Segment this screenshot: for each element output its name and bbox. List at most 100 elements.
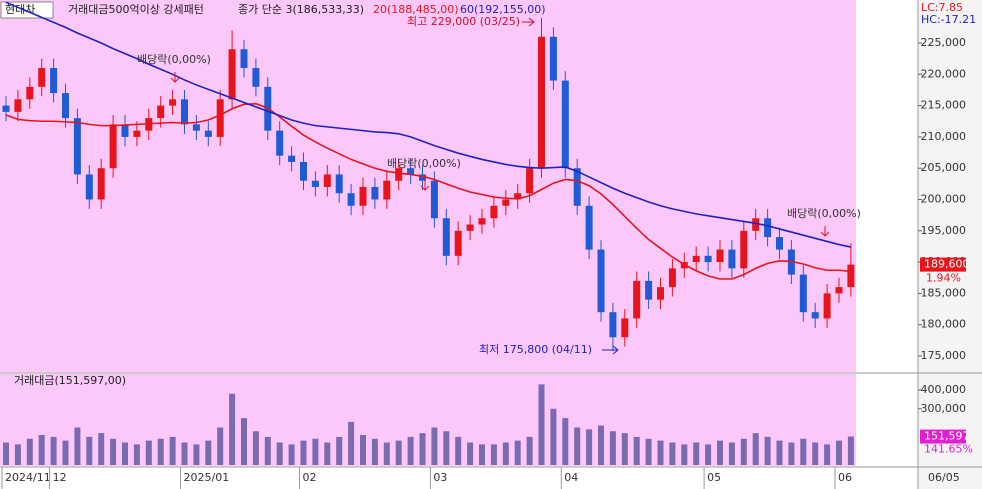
lc-label: LC:7.85	[921, 1, 963, 14]
volume-bar	[693, 442, 700, 465]
candle-body	[323, 174, 331, 187]
candle-body	[823, 293, 831, 319]
y-tick-label: 195,000	[921, 224, 967, 237]
volume-bar	[752, 433, 759, 465]
candle-body	[799, 274, 807, 313]
candle-body	[609, 312, 617, 338]
volume-bar	[98, 433, 105, 465]
change-label: 1.94%	[926, 272, 961, 285]
x-tick-label: 2024/11	[5, 471, 51, 484]
arrow	[820, 226, 830, 237]
candle-body	[549, 36, 557, 81]
candle-body	[204, 130, 212, 137]
legend-ma20: 20(188,485,00)	[373, 3, 459, 16]
arrow	[522, 17, 535, 27]
volume-title: 거래대금(151,597,00)	[14, 374, 126, 387]
price-label: 189,600	[924, 258, 970, 271]
volume-bar	[169, 436, 176, 465]
candle-body	[73, 118, 81, 175]
volume-bar	[431, 427, 438, 465]
volume-bar	[217, 427, 224, 465]
volume-bar	[443, 431, 450, 465]
candle-body	[466, 224, 474, 231]
candle-body	[811, 312, 819, 319]
candle-body	[573, 168, 581, 206]
candle-body	[371, 186, 379, 200]
annotation: 배당락(0,00%)	[787, 207, 861, 220]
candle-body	[192, 124, 200, 131]
volume-bar	[502, 442, 509, 465]
candle-body	[311, 180, 319, 187]
end-date: 06/05	[928, 471, 960, 484]
volume-bar	[824, 444, 831, 465]
candle-body	[383, 180, 391, 200]
candle-body	[692, 255, 700, 263]
volume-bar	[324, 442, 331, 465]
candle-body	[240, 49, 248, 69]
annotation: 배당락(0,00%)	[137, 53, 211, 66]
volume-bar	[336, 436, 343, 465]
annotation: 최고 229,000 (03/25)	[407, 15, 520, 28]
volume-bar	[633, 436, 640, 465]
volume-bar	[717, 440, 723, 465]
x-tick-label: 02	[303, 471, 317, 484]
candle-body	[835, 287, 843, 294]
symbol: 현대차	[5, 3, 35, 16]
y-tick-label: 220,000	[921, 67, 967, 80]
candle-body	[85, 174, 93, 200]
candle-body	[407, 168, 415, 175]
volume-bar	[657, 440, 664, 465]
volume-bar	[836, 440, 842, 465]
annotation: 배당락(0,00%)	[387, 157, 461, 170]
volume-bar	[371, 438, 378, 465]
candle-body	[752, 218, 760, 231]
plot	[2, 1, 855, 351]
volume-bar	[407, 436, 414, 465]
arrow	[602, 345, 619, 355]
right-axis	[918, 0, 982, 489]
volume-bar	[300, 440, 307, 465]
x-tick-label: 03	[433, 471, 447, 484]
volume-box	[920, 429, 966, 444]
volume-panel	[0, 374, 856, 466]
y-tick-label: 175,000	[921, 349, 967, 362]
volume-bar	[550, 408, 557, 465]
candle-body	[26, 86, 34, 100]
volume-bar	[800, 438, 807, 465]
volume-bar	[574, 427, 581, 465]
candle-body	[38, 68, 46, 87]
volume-bar	[62, 440, 69, 465]
volume-bar	[740, 438, 747, 465]
volume-bar	[348, 421, 355, 465]
candle-body	[740, 230, 748, 269]
ma-line	[5, 1, 852, 248]
volume-bar	[764, 436, 771, 465]
volume-bar	[681, 444, 688, 465]
pattern-label: 거래대금500억이상 강세패턴	[68, 3, 204, 16]
volume-bar	[479, 444, 485, 465]
candle-body	[276, 130, 284, 156]
candle-body	[514, 193, 522, 200]
volume-bar	[86, 436, 93, 465]
volume-bar	[562, 418, 569, 465]
volume-bar	[252, 431, 259, 465]
candle-body	[776, 237, 783, 250]
candle-body	[490, 205, 498, 219]
x-tick-label: 12	[53, 471, 67, 484]
volume-bar	[490, 444, 497, 465]
candle-body	[597, 249, 605, 313]
candle-body	[633, 280, 641, 319]
volume-bar	[205, 440, 212, 465]
volume-change: 141.65%	[924, 443, 973, 456]
y-tick-label: 205,000	[921, 161, 967, 174]
candle-body	[62, 93, 69, 119]
arrow	[170, 72, 180, 83]
volume-bar	[312, 438, 319, 465]
candle-body	[442, 218, 450, 256]
candle-body	[478, 218, 486, 225]
volume-bar	[383, 442, 390, 465]
volume-bar	[455, 436, 462, 465]
volume-bar	[586, 429, 593, 465]
volume-bar	[193, 444, 200, 465]
